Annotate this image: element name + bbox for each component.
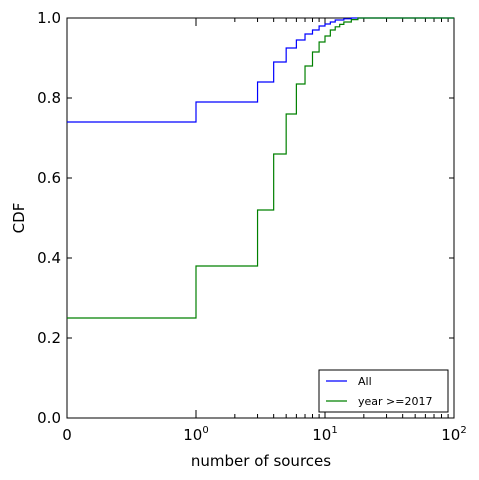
tick-labels: 0.00.20.40.60.81.00 100 101 102 bbox=[37, 9, 467, 444]
y-tick-label: 1.0 bbox=[37, 9, 61, 27]
x-tick-label: 100 bbox=[183, 425, 208, 444]
x-tick-label: 102 bbox=[441, 425, 466, 444]
x-tick-label: 101 bbox=[312, 425, 337, 444]
x-tick-label: 0 bbox=[62, 426, 72, 444]
series-line-0 bbox=[67, 17, 454, 123]
y-tick-label: 0.8 bbox=[37, 89, 61, 107]
legend: All year >=2017 bbox=[318, 369, 449, 413]
y-tick-label: 0.6 bbox=[37, 169, 61, 187]
x-tick-label-base: 10 bbox=[441, 426, 460, 444]
series-lines bbox=[67, 17, 454, 319]
x-tick-label-exponent: 1 bbox=[331, 425, 337, 436]
x-axis-label: number of sources bbox=[191, 452, 331, 470]
y-tick-label: 0.2 bbox=[37, 329, 61, 347]
plot-area bbox=[66, 17, 455, 419]
legend-box bbox=[318, 369, 449, 413]
legend-label-year-2017: year >=2017 bbox=[358, 395, 432, 408]
y-tick-label: 0.0 bbox=[37, 409, 61, 427]
x-tick-label-exponent: 0 bbox=[202, 425, 208, 436]
x-tick-label-base: 10 bbox=[183, 426, 202, 444]
x-tick-label-base: 10 bbox=[312, 426, 331, 444]
x-tick-label-exponent: 2 bbox=[460, 425, 466, 436]
legend-label-all: All bbox=[358, 375, 372, 388]
series-line-1 bbox=[67, 17, 454, 319]
y-axis-label: CDF bbox=[10, 203, 28, 234]
y-tick-label: 0.4 bbox=[37, 249, 61, 267]
x-tick-label-base: 0 bbox=[62, 426, 72, 444]
